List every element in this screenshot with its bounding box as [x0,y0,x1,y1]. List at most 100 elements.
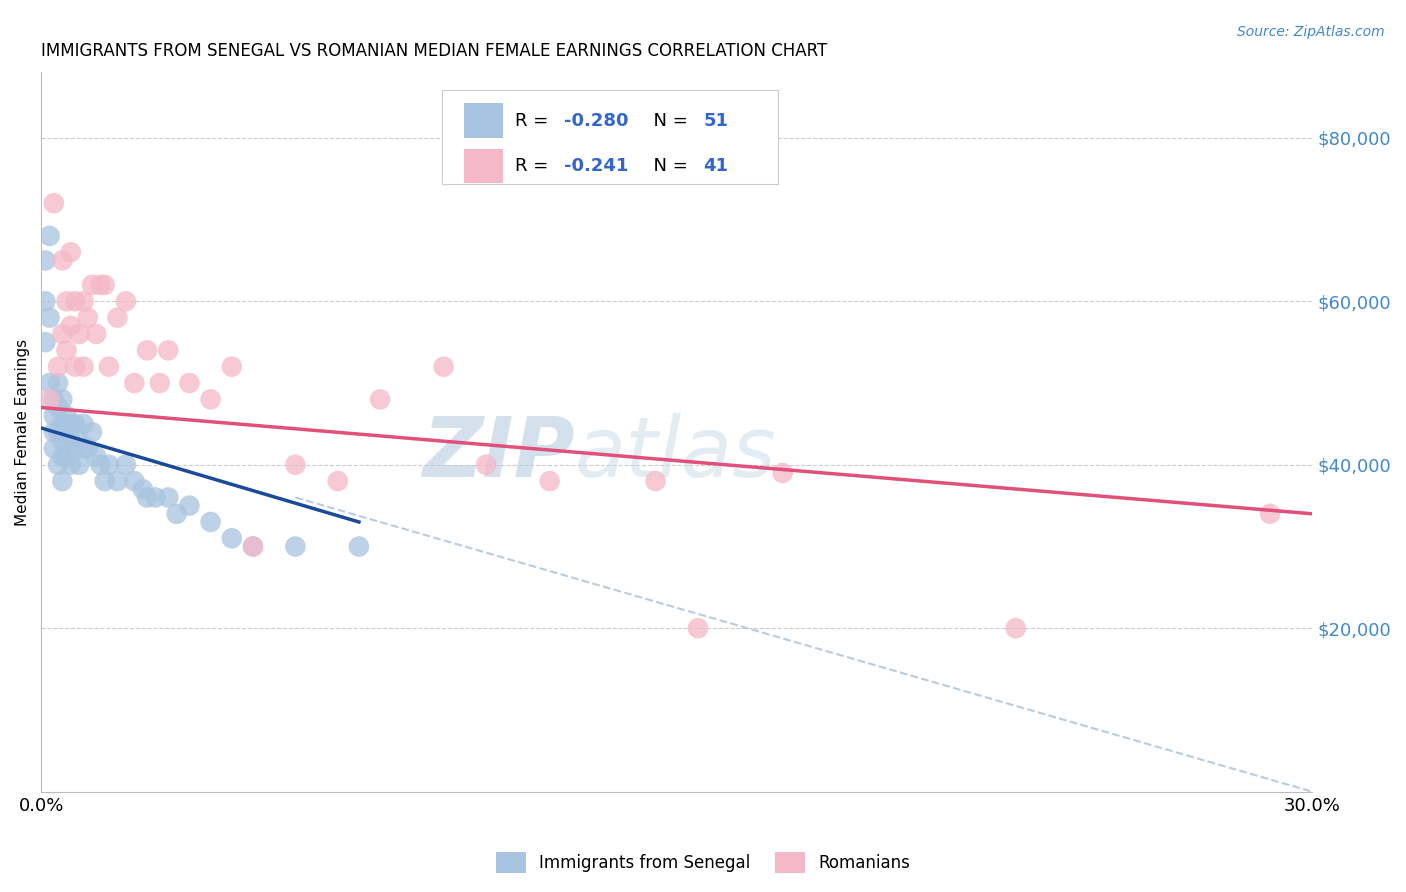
Point [686,621,709,635]
Text: 51: 51 [703,112,728,129]
Point [72,417,94,431]
Point [149,376,172,390]
Point [242,540,264,554]
Point [51,474,73,488]
Point [46,425,69,439]
Point [772,466,794,480]
Point [67,434,90,448]
Text: Source: ZipAtlas.com: Source: ZipAtlas.com [1237,25,1385,39]
Point [221,531,243,545]
Point [67,326,90,341]
Point [51,434,73,448]
Point [55,409,77,423]
Point [59,458,82,472]
Point [80,277,103,292]
Point [38,228,60,243]
Point [72,359,94,374]
Point [284,458,307,472]
Point [179,499,201,513]
Point [59,245,82,260]
Point [76,442,98,456]
Point [46,376,69,390]
Text: N =: N = [643,157,695,175]
Point [55,425,77,439]
Point [51,326,73,341]
Point [55,450,77,464]
Point [124,376,146,390]
Point [132,483,155,497]
Point [179,376,201,390]
Point [166,507,188,521]
Point [644,474,666,488]
Point [34,253,56,268]
Point [51,253,73,268]
Point [67,458,90,472]
Legend: Immigrants from Senegal, Romanians: Immigrants from Senegal, Romanians [489,846,917,880]
Point [115,294,138,309]
Point [38,376,60,390]
Point [84,450,107,464]
Bar [464,149,502,183]
Point [80,425,103,439]
Point [59,434,82,448]
Point [46,401,69,415]
Point [63,417,86,431]
Text: ZIP: ZIP [422,413,575,494]
Point [38,310,60,325]
Text: 41: 41 [703,157,728,175]
Point [59,318,82,333]
Point [200,392,222,407]
Text: R =: R = [515,112,554,129]
Point [51,392,73,407]
Point [136,491,159,505]
Point [1004,621,1026,635]
Point [89,277,111,292]
Text: IMMIGRANTS FROM SENEGAL VS ROMANIAN MEDIAN FEMALE EARNINGS CORRELATION CHART: IMMIGRANTS FROM SENEGAL VS ROMANIAN MEDI… [41,42,827,60]
Point [93,277,115,292]
Point [46,359,69,374]
Point [157,491,180,505]
Point [136,343,159,358]
Text: atlas: atlas [575,413,776,494]
Y-axis label: Median Female Earnings: Median Female Earnings [15,338,30,525]
Point [89,458,111,472]
Bar [464,103,502,138]
Point [46,458,69,472]
Point [93,474,115,488]
Point [475,458,498,472]
Text: R =: R = [515,157,554,175]
Point [145,491,167,505]
Bar [441,90,779,184]
Point [72,442,94,456]
Point [42,425,65,439]
Point [59,417,82,431]
Point [55,294,77,309]
Point [115,458,138,472]
Point [51,450,73,464]
Point [200,515,222,529]
Point [38,392,60,407]
Point [105,474,128,488]
Point [347,540,370,554]
Point [433,359,456,374]
Point [97,359,120,374]
Text: -0.241: -0.241 [564,157,628,175]
Point [42,409,65,423]
Point [63,294,86,309]
Point [76,310,98,325]
Point [42,442,65,456]
Point [284,540,307,554]
Point [34,294,56,309]
Point [157,343,180,358]
Point [1258,507,1281,521]
Point [105,310,128,325]
Point [55,343,77,358]
Point [368,392,391,407]
Text: -0.280: -0.280 [564,112,628,129]
Point [84,326,107,341]
Point [51,417,73,431]
Point [221,359,243,374]
Point [42,196,65,211]
Point [63,359,86,374]
Point [63,442,86,456]
